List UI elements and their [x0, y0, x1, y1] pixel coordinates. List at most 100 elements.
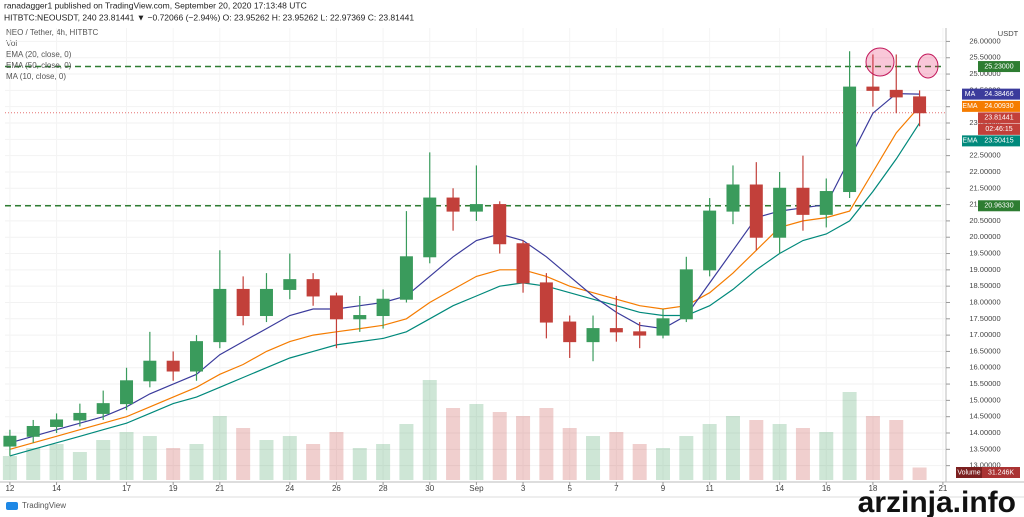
price-tag-label: 20.96330 — [984, 203, 1013, 210]
y-tick-label: 25.00000 — [969, 69, 1000, 78]
volume-bar — [96, 440, 111, 480]
volume-bar — [539, 408, 554, 480]
candle-body — [143, 360, 157, 382]
volume-bar — [632, 444, 647, 480]
volume-bar — [26, 448, 41, 480]
volume-bar — [142, 436, 157, 480]
candle-body — [283, 279, 297, 290]
candle-body — [539, 282, 553, 323]
price-tag-name-box — [962, 100, 978, 112]
candle-body — [469, 204, 483, 212]
y-tick-label: 13.00000 — [969, 461, 1000, 470]
x-tick-label: 30 — [425, 484, 434, 493]
x-tick-label: 11 — [705, 484, 714, 493]
candle-body — [586, 328, 600, 343]
candle-body — [866, 86, 880, 91]
volume-bar — [352, 448, 367, 480]
x-tick-label: 24 — [285, 484, 294, 493]
price-tag-label: 25.23000 — [984, 63, 1013, 70]
y-tick-label: 13.50000 — [969, 444, 1000, 453]
x-tick-label: 21 — [215, 484, 224, 493]
candle-body — [749, 184, 763, 238]
candle-body — [913, 96, 927, 114]
x-tick-label: 17 — [122, 484, 131, 493]
volume-bar — [469, 404, 484, 480]
volume-bar — [2, 456, 17, 480]
y-tick-label: 15.50000 — [969, 379, 1000, 388]
price-tag-name: EMA — [962, 138, 978, 145]
indicator-line — [9, 122, 921, 457]
candle-body — [353, 315, 367, 320]
volume-tag — [982, 467, 1020, 478]
volume-bar — [679, 436, 694, 480]
publisher: ranadagger1 published on TradingView.com… — [4, 0, 307, 10]
price-tag-name: EMA — [962, 103, 978, 110]
countdown: 02:46:15 — [985, 126, 1012, 133]
symbol-line: HITBTC:NEOUSDT, 240 23.81441 ▼ −0.72066 … — [4, 12, 414, 22]
volume-bar — [516, 416, 531, 480]
x-tick-label: 5 — [567, 484, 572, 493]
x-tick-label: 14 — [52, 484, 61, 493]
watermark: arzinja.info — [858, 486, 1016, 517]
volume-tag-label: 31.246K — [988, 469, 1014, 476]
candle-body — [563, 321, 577, 343]
volume-bar — [656, 448, 670, 480]
candle-body — [259, 288, 273, 317]
legend-entry: Vol — [6, 39, 17, 48]
volume-bar — [492, 412, 507, 480]
volume-bar — [282, 436, 297, 480]
y-tick-label: 18.00000 — [969, 297, 1000, 306]
candle-body — [213, 288, 227, 343]
volume-bar — [49, 444, 64, 480]
legend-entry: EMA (50, close, 0) — [6, 61, 72, 70]
y-tick-label: 14.00000 — [969, 428, 1000, 437]
price-tag-name: MA — [965, 91, 976, 98]
price-tag-label: 23.81441 — [984, 115, 1013, 122]
volume-bar — [259, 440, 274, 480]
candle-body — [50, 419, 64, 427]
price-tag-label: 23.50415 — [984, 138, 1013, 145]
volume-bar — [329, 432, 344, 480]
y-tick-label: 14.50000 — [969, 412, 1000, 421]
price-tag — [978, 61, 1020, 73]
price-tag-label: 24.38466 — [984, 91, 1013, 98]
x-tick-label: 12 — [5, 484, 14, 493]
price-tag-label: 24.00930 — [984, 103, 1013, 110]
y-tick-label: 20.50000 — [969, 216, 1000, 225]
candle-body — [679, 269, 693, 320]
y-tick-label: 17.50000 — [969, 314, 1000, 323]
x-tick-label: 28 — [379, 484, 388, 493]
volume-bar — [889, 420, 904, 480]
y-tick-label: 25.50000 — [969, 53, 1000, 62]
y-tick-label: 16.50000 — [969, 346, 1000, 355]
indicator-line — [9, 106, 921, 450]
candle-body — [376, 298, 390, 317]
y-tick-label: 22.00000 — [969, 167, 1000, 176]
annotation-circle — [917, 53, 939, 79]
candle-body — [423, 197, 437, 258]
volume-bar — [306, 444, 321, 480]
y-tick-label: 20.00000 — [969, 232, 1000, 241]
y-tick-label: 19.00000 — [969, 265, 1000, 274]
brand[interactable]: TradingView — [22, 501, 66, 510]
volume-bar — [422, 380, 437, 480]
x-tick-label: 19 — [169, 484, 178, 493]
legend-entry: MA (10, close, 0) — [6, 72, 66, 81]
candle-body — [633, 331, 647, 336]
y-tick-label: 26.00000 — [969, 36, 1000, 45]
x-tick-label: 18 — [868, 484, 877, 493]
volume-bar — [236, 428, 251, 480]
volume-bar — [865, 416, 880, 480]
x-tick-label: Sep — [469, 484, 484, 493]
candle-body — [773, 187, 787, 238]
volume-bar — [749, 420, 764, 480]
candle-body — [843, 86, 857, 193]
candle-body — [96, 403, 110, 414]
y-tick-label: 17.00000 — [969, 330, 1000, 339]
price-tag — [978, 135, 1020, 147]
volume-bar — [212, 416, 227, 480]
candle-body — [889, 89, 903, 98]
volume-bar — [702, 424, 717, 480]
